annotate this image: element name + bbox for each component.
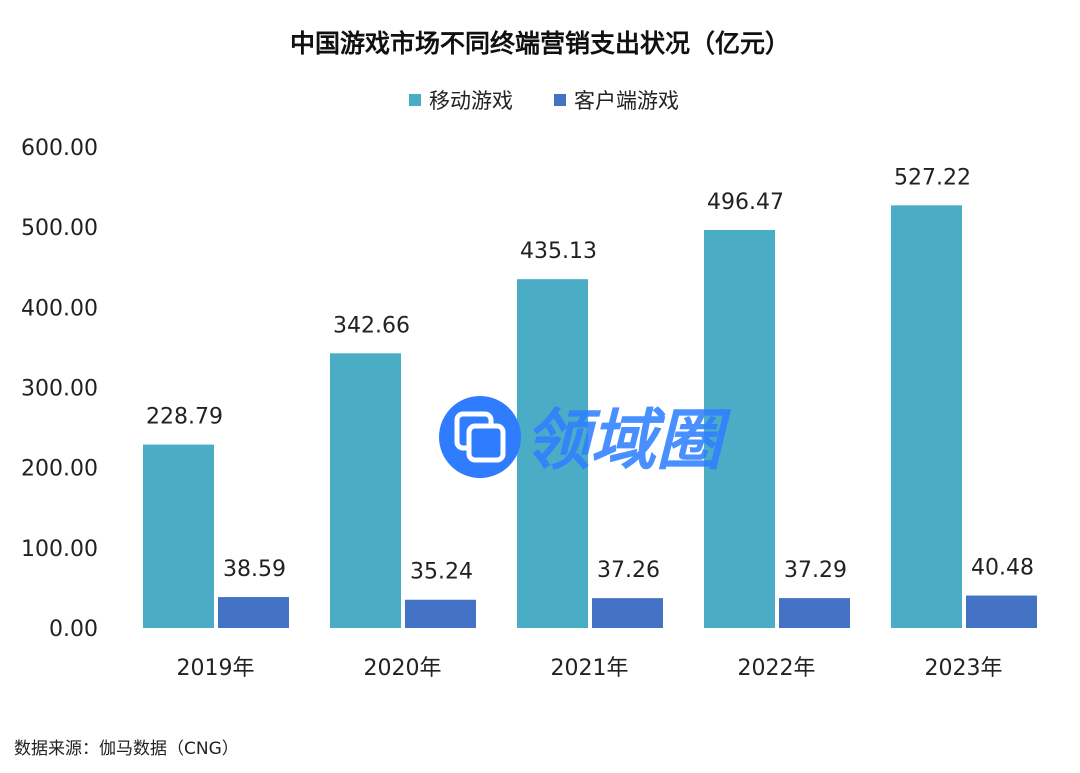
- bar-mobile-4: [891, 205, 962, 628]
- legend-swatch: [554, 94, 566, 106]
- y-tick-label: 500.00: [21, 216, 98, 241]
- chart-title: 中国游戏市场不同终端营销支出状况（亿元）: [290, 29, 790, 58]
- source-note: 数据来源：伽马数据（CNG）: [14, 739, 239, 759]
- bar-mobile-0: [143, 444, 214, 628]
- x-tick-label: 2022年: [738, 656, 816, 681]
- data-label: 342.66: [333, 313, 410, 338]
- legend-label: 移动游戏: [429, 89, 513, 113]
- y-tick-label: 400.00: [21, 296, 98, 321]
- y-tick-label: 0.00: [49, 617, 98, 642]
- data-label: 435.13: [520, 239, 597, 264]
- bar-mobile-2: [517, 279, 588, 628]
- bar-client-4: [966, 595, 1037, 628]
- bars-group: 228.79 38.59 342.66 35.24 435.13 37.26 496.47 3…: [143, 165, 1037, 628]
- y-tick-label: 100.00: [21, 537, 98, 562]
- x-axis: 2019年 2020年 2021年 2022年 2023年: [177, 656, 1003, 681]
- data-label: 496.47: [707, 190, 784, 215]
- y-tick-label: 200.00: [21, 457, 98, 482]
- data-label: 37.29: [784, 558, 847, 583]
- watermark-text: 领域圈: [524, 402, 732, 479]
- x-tick-label: 2020年: [364, 656, 442, 681]
- data-label: 228.79: [146, 405, 223, 430]
- data-label: 40.48: [971, 556, 1034, 581]
- y-axis: 0.00 100.00 200.00 300.00 400.00 500.00 600.00: [21, 136, 98, 642]
- legend: 移动游戏 客户端游戏: [409, 89, 679, 113]
- watermark: 领域圈: [439, 396, 732, 479]
- legend-label: 客户端游戏: [574, 89, 679, 113]
- data-label: 37.26: [597, 558, 660, 583]
- bar-client-2: [592, 598, 663, 628]
- legend-swatch: [409, 94, 421, 106]
- bar-mobile-1: [330, 353, 401, 628]
- bar-client-0: [218, 597, 289, 628]
- x-tick-label: 2019年: [177, 656, 255, 681]
- y-tick-label: 300.00: [21, 377, 98, 402]
- data-label: 527.22: [894, 165, 971, 190]
- x-tick-label: 2021年: [551, 656, 629, 681]
- data-label: 35.24: [410, 560, 473, 585]
- bar-mobile-3: [704, 229, 775, 628]
- x-tick-label: 2023年: [925, 656, 1003, 681]
- watermark-logo-icon: [439, 396, 521, 478]
- data-label: 38.59: [223, 557, 286, 582]
- bar-client-3: [779, 598, 850, 628]
- y-tick-label: 600.00: [21, 136, 98, 161]
- bar-client-1: [405, 599, 476, 628]
